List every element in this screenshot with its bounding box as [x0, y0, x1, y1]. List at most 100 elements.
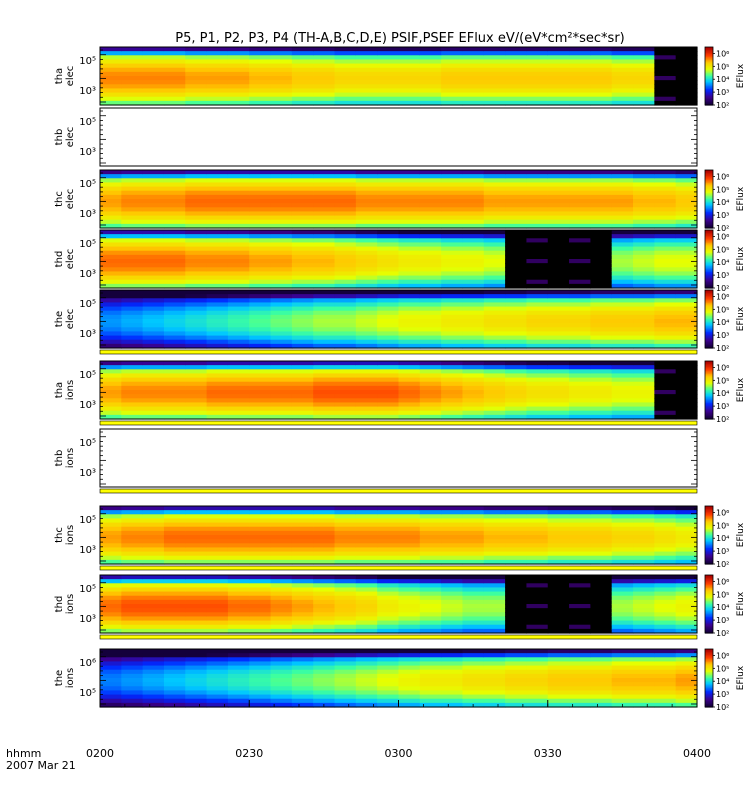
- heatmap-cell: [249, 543, 272, 549]
- heatmap-cell: [654, 575, 677, 580]
- heatmap-cell: [270, 535, 293, 540]
- heatmap-cell: [462, 402, 485, 408]
- heatmap-cell: [462, 628, 485, 634]
- heatmap-cell: [398, 402, 421, 408]
- heatmap-cell: [185, 539, 208, 544]
- heatmap-cell: [611, 518, 634, 524]
- colorbar-swatch: [705, 316, 713, 319]
- heatmap-cell: [270, 661, 293, 667]
- heatmap-cell: [355, 657, 378, 663]
- heatmap-cell: [121, 390, 144, 395]
- heatmap-cell: [675, 246, 698, 252]
- heatmap-cell: [505, 686, 528, 692]
- heatmap-cell: [291, 381, 314, 387]
- heatmap-cell: [206, 686, 229, 692]
- heatmap-cell: [270, 620, 293, 626]
- heatmap-cell: [100, 394, 122, 399]
- heatmap-cell: [142, 55, 165, 61]
- heatmap-cell: [227, 174, 250, 179]
- heatmap-cell: [675, 583, 698, 589]
- heatmap-cell: [206, 628, 229, 634]
- heatmap-cell: [206, 522, 229, 528]
- heatmap-cell: [377, 661, 400, 667]
- heatmap-cell: [590, 203, 613, 208]
- heatmap-cell: [633, 506, 655, 511]
- heatmap-cell: [334, 279, 357, 285]
- heatmap-cell: [398, 283, 421, 289]
- heatmap-cell: [483, 310, 506, 316]
- colorbar-tick-label: 10⁴: [716, 603, 729, 612]
- heatmap-cell: [419, 373, 442, 379]
- x-tick-label: 0200: [86, 747, 114, 760]
- heatmap-cell: [100, 595, 122, 601]
- heatmap-cell: [675, 267, 698, 273]
- heatmap-cell: [313, 211, 336, 217]
- heatmap-cell: [505, 298, 528, 304]
- heatmap-cell: [505, 591, 528, 597]
- heatmap-cell: [526, 591, 549, 597]
- heatmap-cell: [547, 290, 570, 295]
- heatmap-cell: [291, 100, 314, 106]
- heatmap-cell: [355, 55, 378, 61]
- heatmap-cell: [121, 678, 144, 683]
- heatmap-cell: [419, 369, 442, 375]
- heatmap-cell: [142, 579, 165, 584]
- heatmap-cell: [633, 190, 655, 196]
- heatmap-cell: [419, 579, 442, 584]
- heatmap-cell: [462, 551, 485, 557]
- heatmap-cell: [291, 653, 314, 658]
- heatmap-cell: [377, 238, 400, 244]
- y-tick-label: 10⁵: [79, 299, 96, 310]
- colorbar-swatch: [705, 577, 713, 580]
- colorbar-swatch: [705, 666, 713, 669]
- colorbar-swatch: [705, 701, 713, 704]
- heatmap-cell: [547, 51, 570, 56]
- heatmap-cell: [633, 100, 655, 106]
- colorbar-tick-label: 10⁴: [716, 318, 729, 327]
- colorbar-swatch: [705, 175, 713, 178]
- heatmap-cell: [675, 390, 698, 395]
- heatmap-cell: [355, 543, 378, 549]
- colorbar-swatch: [705, 210, 713, 213]
- heatmap-cell: [313, 661, 336, 667]
- heatmap-cell: [249, 199, 272, 204]
- heatmap-cell: [142, 47, 165, 52]
- heatmap-cell: [100, 377, 122, 383]
- heatmap-cell: [398, 250, 421, 256]
- heatmap-cell: [633, 398, 655, 404]
- heatmap-cell: [675, 67, 698, 73]
- heatmap-cell: [441, 690, 464, 696]
- heatmap-cell: [377, 246, 400, 252]
- heatmap-cell: [483, 190, 506, 196]
- heatmap-cell: [441, 595, 464, 601]
- colorbar-label: EFlux: [736, 522, 746, 547]
- heatmap-cell: [633, 96, 655, 102]
- heatmap-cell: [483, 238, 506, 244]
- heatmap-cell: [441, 526, 464, 532]
- heatmap-cell: [633, 669, 655, 675]
- heatmap-cell: [590, 319, 613, 324]
- heatmap-cell: [206, 555, 229, 561]
- heatmap-cell: [185, 203, 208, 208]
- heatmap-cell: [334, 170, 357, 175]
- heatmap-cell: [675, 238, 698, 244]
- colorbar-swatch: [705, 273, 713, 276]
- heatmap-cell: [227, 559, 250, 565]
- heatmap-cell: [398, 339, 421, 345]
- heatmap-cell: [419, 271, 442, 277]
- x-tick-label: 0400: [683, 747, 711, 760]
- colorbar-swatch: [705, 675, 713, 678]
- heatmap-cell: [313, 170, 336, 175]
- heatmap-cell: [121, 310, 144, 316]
- heatmap-cell: [547, 381, 570, 387]
- heatmap-cell: [227, 267, 250, 273]
- heatmap-cell: [163, 234, 186, 239]
- heatmap-cell: [483, 271, 506, 277]
- heatmap-cell: [547, 620, 570, 626]
- colorbar-swatch: [705, 579, 713, 582]
- heatmap-cell: [227, 230, 250, 235]
- heatmap-cell: [419, 543, 442, 549]
- heatmap-cell: [355, 514, 378, 520]
- heatmap-cell: [547, 530, 570, 536]
